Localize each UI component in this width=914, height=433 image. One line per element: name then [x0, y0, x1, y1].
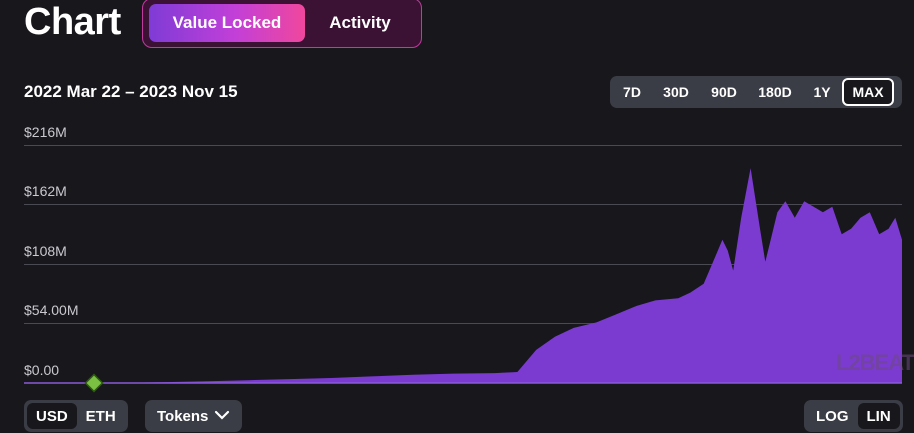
tokens-label: Tokens: [157, 407, 209, 425]
value-locked-tab[interactable]: Value Locked: [149, 4, 305, 42]
chevron-down-icon: [214, 407, 230, 425]
page-title: Chart: [24, 1, 121, 43]
range-90d-button[interactable]: 90D: [711, 84, 737, 100]
range-30d-button[interactable]: 30D: [663, 84, 689, 100]
metric-toggle: Value Locked Activity: [142, 0, 422, 48]
tvl-area-series: [94, 168, 902, 383]
tokens-dropdown[interactable]: Tokens: [145, 400, 243, 432]
range-1y-button[interactable]: 1Y: [813, 84, 831, 100]
gridline: [24, 204, 902, 205]
eth-button[interactable]: ETH: [85, 407, 116, 425]
range-7d-button[interactable]: 7D: [623, 84, 641, 100]
range-180d-button[interactable]: 180D: [758, 84, 792, 100]
currency-toggle: USD ETH: [24, 400, 128, 432]
date-range-label: 2022 Mar 22 – 2023 Nov 15: [24, 82, 238, 101]
range-max-button[interactable]: MAX: [842, 78, 894, 106]
y-tick-label: $162M: [24, 183, 67, 199]
linear-scale-button[interactable]: LIN: [857, 403, 900, 429]
y-tick-label: $54.00M: [24, 302, 79, 318]
l2beat-watermark: L2BEAT: [836, 350, 914, 375]
activity-tab[interactable]: Activity: [329, 13, 391, 32]
y-tick-label: $108M: [24, 243, 67, 259]
y-tick-label: $0.00: [24, 362, 60, 378]
gridline: [24, 323, 902, 324]
y-tick-label: $216M: [24, 124, 67, 140]
time-range-selector: 7D 30D 90D 180D 1Y MAX: [610, 76, 902, 108]
gridline: [24, 145, 902, 146]
start-marker-diamond[interactable]: [84, 373, 104, 393]
gridline: [24, 264, 902, 265]
scale-toggle: LOG LIN: [804, 400, 903, 432]
log-scale-button[interactable]: LOG: [816, 407, 849, 425]
usd-button[interactable]: USD: [27, 403, 77, 429]
